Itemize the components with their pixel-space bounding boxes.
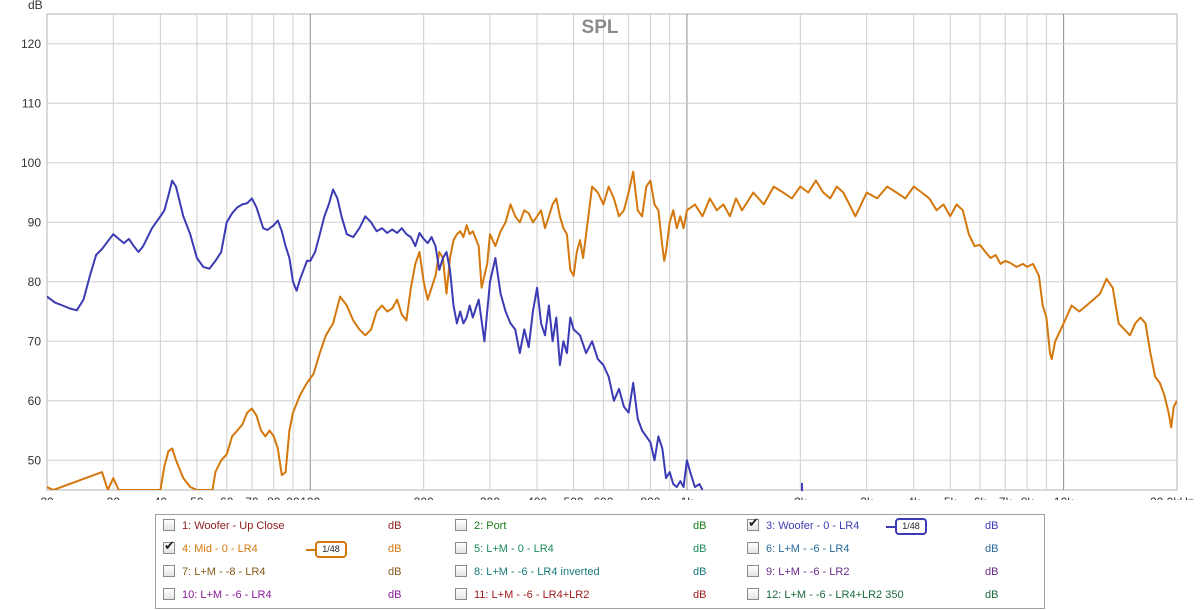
- legend-checkbox[interactable]: [455, 542, 467, 554]
- x-tick-label: 90: [286, 495, 300, 500]
- legend-label[interactable]: 10: L+M - -6 - LR4: [182, 589, 272, 601]
- x-tick-label: 3k: [860, 495, 874, 500]
- x-tick-label: 60: [220, 495, 234, 500]
- legend-panel: 1: Woofer - Up Close dB 2: Port dB ✔ 3: Woofe…: [155, 514, 1045, 609]
- legend-unit: dB: [693, 566, 707, 578]
- legend-unit: dB: [985, 566, 999, 578]
- legend-checkbox[interactable]: [163, 519, 175, 531]
- legend-item: 11: L+M - -6 - LR4+LR2 dB: [448, 584, 740, 607]
- x-tick-label: 10k: [1054, 495, 1074, 500]
- legend-unit: dB: [388, 520, 402, 532]
- legend-label[interactable]: 5: L+M - 0 - LR4: [474, 543, 554, 555]
- x-tick-label: 20: [40, 495, 54, 500]
- x-tick-label: 20.0kHz: [1150, 495, 1194, 500]
- x-tick-label: 2k: [794, 495, 808, 500]
- legend-label[interactable]: 6: L+M - -6 - LR4: [766, 543, 850, 555]
- x-tick-label: 200: [414, 495, 434, 500]
- legend-unit: dB: [388, 589, 402, 601]
- legend-row: ✔ 4: Mid - 0 - LR4 1/48 dB 5: L+M - 0 - LR4 d…: [156, 538, 1044, 561]
- legend-label[interactable]: 8: L+M - -6 - LR4 inverted: [474, 566, 600, 578]
- legend-label[interactable]: 12: L+M - -6 - LR4+LR2 350: [766, 589, 904, 601]
- x-tick-label: 600: [593, 495, 613, 500]
- legend-unit: dB: [388, 543, 402, 555]
- x-tick-label: 50: [190, 495, 204, 500]
- legend-label[interactable]: 1: Woofer - Up Close: [182, 520, 285, 532]
- legend-checkbox[interactable]: [747, 588, 759, 600]
- legend-row: 10: L+M - -6 - LR4 dB 11: L+M - -6 - LR4+L…: [156, 584, 1044, 607]
- legend-row: 1: Woofer - Up Close dB 2: Port dB ✔ 3: Woofe…: [156, 515, 1044, 538]
- legend-unit: dB: [693, 520, 707, 532]
- x-tick-label: 100: [300, 495, 320, 500]
- legend-unit: dB: [693, 589, 707, 601]
- legend-unit: dB: [985, 589, 999, 601]
- legend-item: 7: L+M - -8 - LR4 dB: [156, 561, 448, 584]
- checkmark-icon: ✔: [164, 539, 175, 554]
- x-tick-label: 70: [245, 495, 259, 500]
- x-tick-label: 500: [564, 495, 584, 500]
- x-tick-label: 30: [107, 495, 121, 500]
- legend-checkbox[interactable]: [163, 565, 175, 577]
- legend-checkbox[interactable]: [455, 519, 467, 531]
- checkmark-icon: ✔: [748, 516, 759, 531]
- legend-label[interactable]: 7: L+M - -8 - LR4: [182, 566, 266, 578]
- chart-svg: 5060708090100110120dB2030405060708090100…: [21, 0, 1194, 500]
- legend-checkbox[interactable]: [163, 588, 175, 600]
- legend-checkbox[interactable]: ✔: [747, 516, 759, 531]
- legend-item: 5: L+M - 0 - LR4 dB: [448, 538, 740, 561]
- legend-label[interactable]: 11: L+M - -6 - LR4+LR2: [474, 589, 590, 601]
- y-tick-label: 80: [28, 275, 42, 289]
- smoothing-badge[interactable]: 1/48: [895, 518, 927, 535]
- y-tick-label: 110: [22, 96, 41, 110]
- smoothing-badge[interactable]: 1/48: [315, 541, 347, 558]
- y-tick-label: 100: [21, 156, 41, 170]
- x-tick-label: 5k: [944, 495, 958, 500]
- legend-label[interactable]: 4: Mid - 0 - LR4: [182, 543, 258, 555]
- legend-item: 8: L+M - -6 - LR4 inverted dB: [448, 561, 740, 584]
- y-tick-label: 90: [28, 215, 42, 229]
- legend-checkbox[interactable]: [455, 565, 467, 577]
- x-tick-label: 800: [640, 495, 660, 500]
- legend-unit: dB: [985, 520, 999, 532]
- x-tick-label: 80: [267, 495, 281, 500]
- x-tick-label: 8k: [1021, 495, 1035, 500]
- legend-item: ✔ 4: Mid - 0 - LR4 1/48 dB: [156, 538, 448, 561]
- legend-item: 6: L+M - -6 - LR4 dB: [740, 538, 1032, 561]
- legend-item: 12: L+M - -6 - LR4+LR2 350 dB: [740, 584, 1032, 607]
- x-tick-label: 300: [480, 495, 500, 500]
- legend-checkbox[interactable]: ✔: [163, 539, 175, 554]
- plot-area: [46, 13, 1178, 491]
- legend-unit: dB: [693, 543, 707, 555]
- legend-unit: dB: [388, 566, 402, 578]
- chart-title: SPL: [582, 17, 619, 38]
- y-tick-label: 70: [28, 334, 42, 348]
- y-axis-label: dB: [28, 0, 43, 12]
- legend-item: 10: L+M - -6 - LR4 dB: [156, 584, 448, 607]
- legend-item: ✔ 3: Woofer - 0 - LR4 1/48 dB: [740, 515, 1032, 538]
- legend-label[interactable]: 2: Port: [474, 520, 507, 532]
- legend-checkbox[interactable]: [455, 588, 467, 600]
- series-line-3: [47, 179, 704, 490]
- legend-checkbox[interactable]: [747, 565, 759, 577]
- y-tick-label: 50: [28, 453, 42, 467]
- legend-item: 1: Woofer - Up Close dB: [156, 515, 448, 538]
- legend-label[interactable]: 9: L+M - -6 - LR2: [766, 566, 850, 578]
- x-tick-label: 6k: [974, 495, 988, 500]
- legend-unit: dB: [985, 543, 999, 555]
- legend-checkbox[interactable]: [747, 542, 759, 554]
- series-line-4: [47, 170, 1177, 490]
- legend-item: 9: L+M - -6 - LR2 dB: [740, 561, 1032, 584]
- legend-row: 7: L+M - -8 - LR4 dB 8: L+M - -6 - LR4 inv…: [156, 561, 1044, 584]
- x-tick-label: 1k: [681, 495, 695, 500]
- x-tick-label: 400: [527, 495, 547, 500]
- y-tick-label: 60: [28, 394, 42, 408]
- x-tick-label: 4k: [907, 495, 921, 500]
- spl-chart: 5060708090100110120dB2030405060708090100…: [21, 0, 1194, 500]
- x-tick-label: 7k: [999, 495, 1013, 500]
- legend-item: 2: Port dB: [448, 515, 740, 538]
- legend-label[interactable]: 3: Woofer - 0 - LR4: [766, 520, 860, 532]
- x-tick-label: 40: [154, 495, 168, 500]
- y-tick-label: 120: [21, 37, 41, 51]
